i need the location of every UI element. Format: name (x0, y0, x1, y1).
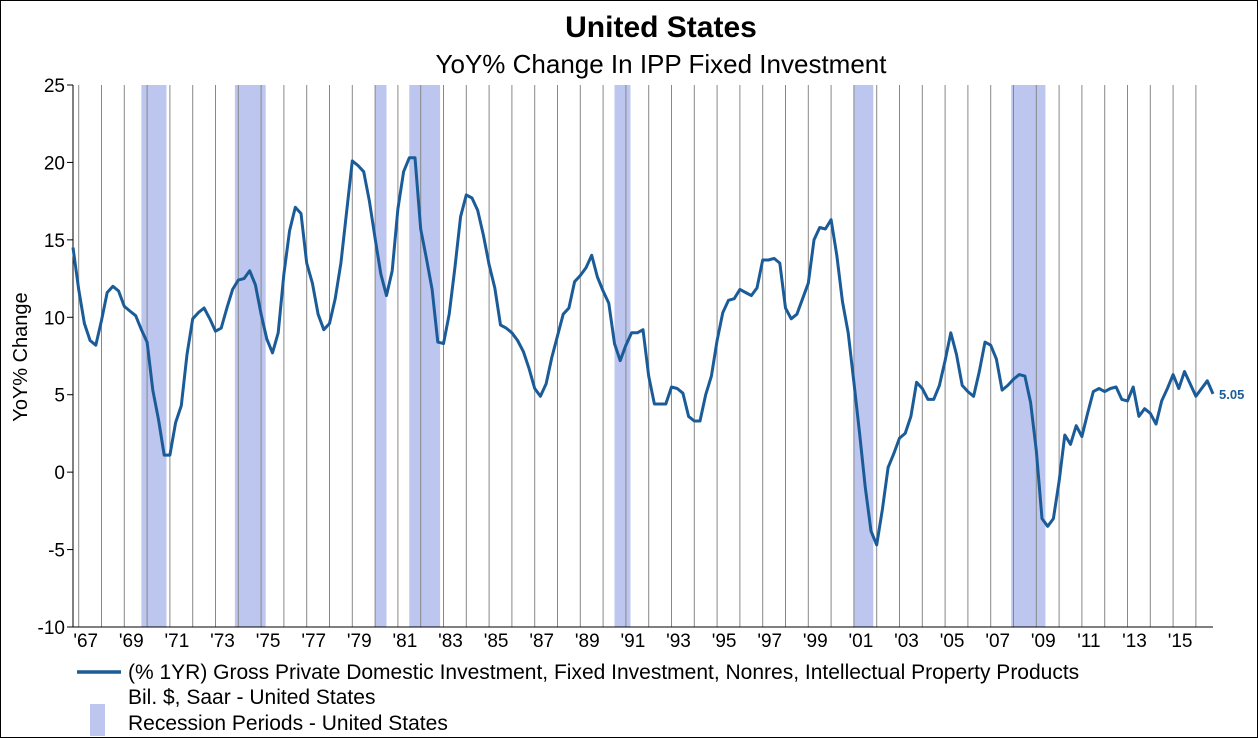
x-tick-label-2: '71 (165, 631, 190, 652)
x-tick-label-24: '15 (1168, 631, 1193, 652)
legend-recession-label: Recession Periods - United States (128, 712, 448, 735)
x-tick-label-7: '81 (393, 631, 418, 652)
series-line-0 (71, 156, 1215, 547)
x-tick-label-21: '09 (1031, 631, 1056, 652)
y-tick-labels: -10 -5 0 5 10 15 20 25 (38, 76, 73, 639)
x-tick-label-14: '95 (712, 631, 737, 652)
axes (72, 85, 1213, 628)
recession-bands (141, 85, 1046, 627)
y-tick-label-5: 15 (44, 231, 65, 252)
x-tick-label-20: '07 (985, 631, 1010, 652)
x-tick-label-22: '11 (1077, 631, 1100, 652)
x-tick-label-18: '03 (894, 631, 919, 652)
recession-band-5 (853, 85, 874, 627)
x-tick-label-5: '77 (301, 631, 326, 652)
y-tick-label-6: 20 (44, 153, 65, 174)
x-tick-label-16: '99 (803, 631, 828, 652)
x-tick-label-3: '73 (210, 631, 235, 652)
chart-subtitle: YoY% Change In IPP Fixed Investment (436, 49, 888, 79)
legend: (% 1YR) Gross Private Domestic Investmen… (77, 661, 1079, 736)
recession-band-2 (375, 85, 387, 627)
y-tick-label-1: -5 (48, 541, 65, 562)
x-tick-label-13: '93 (666, 631, 691, 652)
recession-band-3 (409, 85, 441, 627)
series-layer: 5.05 (71, 156, 1244, 547)
y-tick-label-7: 25 (44, 76, 65, 97)
recession-band-6 (1011, 85, 1046, 627)
recession-band-1 (234, 85, 266, 627)
x-tick-label-19: '05 (940, 631, 965, 652)
y-tick-label-0: -10 (38, 618, 65, 639)
y-tick-label-3: 5 (54, 386, 65, 407)
x-tick-label-11: '89 (575, 631, 600, 652)
recession-band-0 (141, 85, 167, 627)
legend-series-label: (% 1YR) Gross Private Domestic Investmen… (128, 661, 1079, 684)
x-tick-label-4: '75 (256, 631, 281, 652)
x-tick-label-1: '69 (119, 631, 144, 652)
x-tick-labels: '67 '69 '71 '73 '75 '77 '79 '81 '83 '85 '87 '89 '91 '… (73, 631, 1192, 652)
x-tick-label-0: '67 (73, 631, 98, 652)
series-end-value-label: 5.05 (1219, 387, 1244, 402)
y-tick-label-2: 0 (54, 463, 65, 484)
x-tick-label-12: '91 (621, 631, 646, 652)
x-tick-label-17: '01 (849, 631, 874, 652)
x-tick-label-6: '79 (347, 631, 372, 652)
legend-recession-swatch (90, 704, 105, 736)
legend-series-label-line2: Bil. $, Saar - United States (128, 686, 375, 709)
x-tick-label-8: '83 (438, 631, 463, 652)
y-axis-label: YoY% Change (10, 292, 32, 421)
chart-title: United States (565, 11, 757, 44)
x-tick-label-9: '85 (484, 631, 509, 652)
y-tick-label-4: 10 (44, 308, 65, 329)
x-tick-label-23: '13 (1122, 631, 1147, 652)
vertical-gridlines (78, 85, 1197, 627)
x-tick-label-15: '97 (757, 631, 782, 652)
x-tick-label-10: '87 (529, 631, 554, 652)
